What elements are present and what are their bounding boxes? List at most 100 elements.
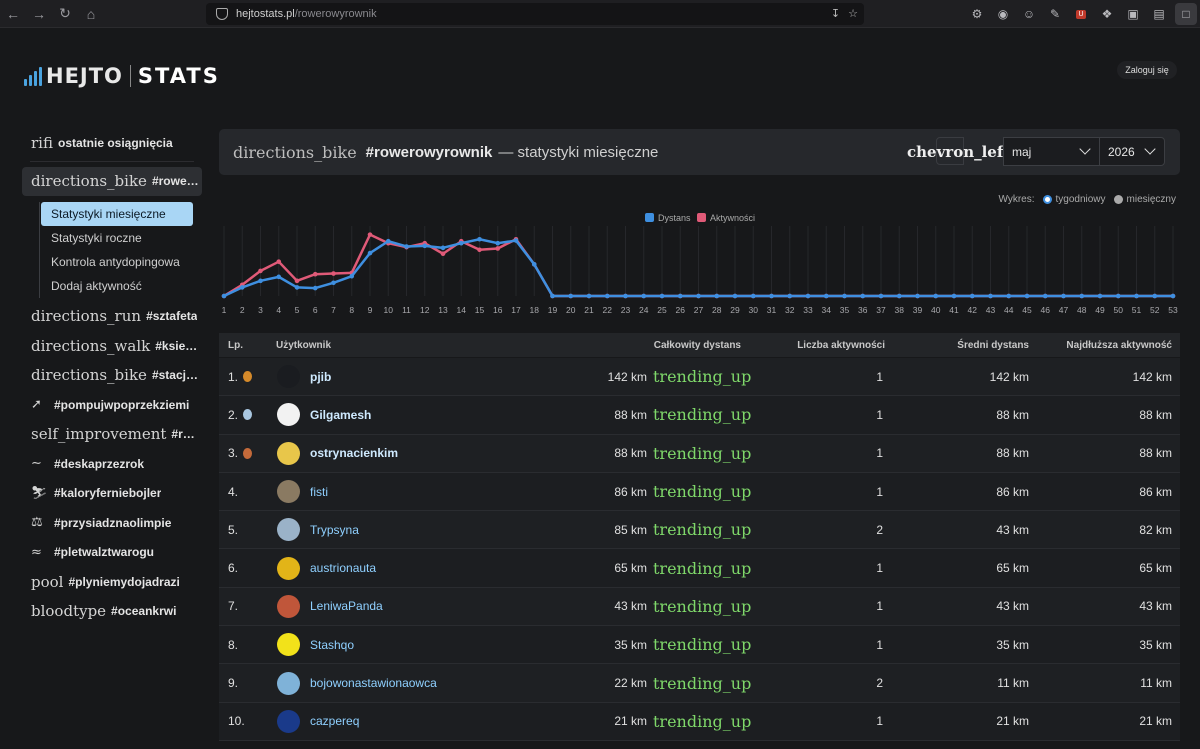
avatar[interactable] [277, 441, 300, 465]
avatar[interactable] [277, 480, 300, 504]
extension-icon[interactable]: ✎ [1049, 7, 1061, 21]
camera-icon[interactable]: ◉ [997, 7, 1009, 21]
sidebar-item-przysiadznaolimpie[interactable]: ⚖ #przysiadznaolimpie [22, 508, 202, 538]
user-link[interactable]: bojowonastawionaowca [310, 676, 437, 691]
previous-month-button[interactable] [936, 137, 964, 165]
addon-icon[interactable]: ❖ [1101, 7, 1113, 21]
chart-area: Wykres: tygodniowy miesięczny Dystans Akt… [219, 188, 1180, 323]
back-icon[interactable]: ← [6, 5, 20, 22]
radio-weekly[interactable] [1042, 195, 1052, 204]
month-select[interactable]: maj [1003, 137, 1100, 166]
radio-monthly-label[interactable]: miesięczny [1126, 194, 1176, 205]
trending-up-icon: trending_up [653, 520, 752, 540]
activity-count: 1 [876, 561, 883, 576]
user-link[interactable]: pjib [310, 369, 332, 384]
sidebar-item-pompujwpoprzekziemi[interactable]: ➚ #pompujwpoprzekziemi [22, 390, 202, 420]
rowing-icon: ➚ [31, 397, 42, 413]
container-icon[interactable]: ▣ [1127, 7, 1139, 21]
user-link[interactable]: fisti [310, 484, 328, 499]
trending-up-icon: trending_up [653, 367, 752, 387]
sidebar-item-sztafeta[interactable]: directions_run #sztafeta [22, 302, 202, 332]
sidebar-item-ksiezycowyspacer[interactable]: directions_walk #ksiezycowyspacer [22, 331, 202, 361]
user-link[interactable]: cazpereq [310, 714, 360, 729]
table-row: 8. Stashqo 35 km trending_up 1 35 km 35 km [219, 626, 1180, 665]
user-link[interactable]: Gilgamesh [310, 407, 372, 422]
url-bar[interactable]: hejtostats.pl/rowerowyrownik ↧ ☆ [206, 3, 864, 25]
bookmark-star-icon[interactable]: ☆ [848, 8, 858, 20]
download-page-icon[interactable]: ↧ [830, 8, 841, 20]
user-link[interactable]: LeniwaPanda [310, 599, 383, 614]
reload-icon[interactable]: ↻ [59, 5, 71, 21]
site-logo[interactable]: HEJTO STATS [24, 64, 220, 88]
logo-right-text: STATS [137, 64, 220, 88]
sidebar-item-label: #rowerowyrownik [151, 174, 202, 188]
data-point [1170, 293, 1176, 299]
forward-icon[interactable]: → [32, 5, 46, 22]
user-link[interactable]: Trypsyna [310, 522, 359, 537]
total-distance: 85 km [614, 522, 647, 537]
reader-icon[interactable]: ▤ [1153, 7, 1165, 21]
submenu-antidoping[interactable]: Kontrola antydopingowa [51, 254, 180, 269]
radio-monthly[interactable] [1113, 195, 1123, 204]
avatar[interactable] [277, 594, 300, 618]
home-icon[interactable]: ⌂ [86, 5, 96, 22]
account-icon[interactable]: ☺ [1022, 7, 1036, 21]
page-title: #rowerowyrownik [365, 143, 493, 161]
data-point [641, 293, 647, 299]
submenu-add-activity[interactable]: Dodaj aktywność [51, 278, 142, 293]
x-tick-label: 32 [785, 305, 795, 315]
data-point [312, 285, 318, 291]
legend-swatch [697, 213, 706, 222]
run-icon: directions_run [31, 307, 142, 326]
sidebar-toggle-icon[interactable]: □ [1175, 3, 1197, 25]
sidebar-item-oceankrwi[interactable]: bloodtype #oceankrwi [22, 597, 202, 627]
legend-label: Aktywności [710, 213, 755, 223]
submenu-yearly-stats[interactable]: Statystyki roczne [51, 230, 142, 245]
data-point [239, 285, 245, 290]
avatar[interactable] [277, 365, 300, 389]
data-point [659, 293, 665, 299]
avatar[interactable] [277, 671, 300, 695]
sidebar-item-achievements[interactable]: rifi ostatnie osiągnięcia [22, 128, 202, 158]
avatar[interactable] [277, 556, 300, 580]
ublock-icon[interactable]: U [1076, 9, 1086, 19]
data-point [221, 293, 227, 299]
sidebar-item-label: #oceankrwi [111, 604, 177, 619]
total-distance: 88 km [614, 407, 647, 422]
radio-weekly-label[interactable]: tygodniowy [1055, 194, 1106, 205]
sidebar-item-rowerowyrownik[interactable]: directions_bike #rowerowyrownik [22, 166, 202, 196]
sidebar-item-plyniemydojadrazi[interactable]: pool #plyniemydojadrazi [22, 567, 202, 597]
swim-icon: ≈ [31, 544, 42, 560]
sidebar-item-stacjonarnyrower[interactable]: directions_bike #stacjonarnyrower [22, 361, 202, 391]
user-link[interactable]: austrionauta [310, 561, 377, 576]
longest-activity: 35 km [1139, 637, 1172, 652]
login-button[interactable]: Zaloguj się [1117, 61, 1177, 79]
data-point [312, 271, 318, 277]
user-link[interactable]: Stashqo [310, 637, 355, 652]
sidebar-item-rozciaganie[interactable]: self_improvement #rozciaganie [22, 420, 202, 450]
avatar[interactable] [277, 518, 300, 542]
sidebar: rifi ostatnie osiągnięcia directions_bik… [22, 128, 202, 626]
sidebar-item-pletwalztwarogu[interactable]: ≈ #pletwalztwarogu [22, 538, 202, 568]
data-point [367, 232, 373, 237]
data-point [750, 293, 756, 299]
x-tick-label: 14 [457, 305, 467, 315]
x-tick-label: 46 [1041, 305, 1051, 315]
avatar[interactable] [277, 633, 300, 657]
sidebar-item-kaloryferniebojler[interactable]: ⛷ #kaloryferniebojler [22, 479, 202, 509]
x-tick-label: 47 [1059, 305, 1069, 315]
rank-cell: 8. [228, 638, 238, 652]
data-point [385, 238, 391, 244]
year-select[interactable]: 2026 [1099, 137, 1165, 166]
chevron-left-icon[interactable]: chevron_left [907, 143, 1011, 161]
total-distance: 86 km [614, 484, 647, 499]
x-tick-label: 22 [603, 305, 613, 315]
submenu-monthly-stats[interactable]: Statystyki miesięczne [41, 201, 193, 226]
x-tick-label: 35 [840, 305, 850, 315]
avatar[interactable] [277, 403, 300, 427]
gear-icon[interactable]: ⚙ [971, 7, 983, 21]
data-point [440, 251, 446, 257]
sidebar-item-deskaprzezrok[interactable]: ∼ #deskaprzezrok [22, 449, 202, 479]
user-link[interactable]: ostrynacienkim [310, 446, 399, 461]
avatar[interactable] [277, 709, 300, 733]
